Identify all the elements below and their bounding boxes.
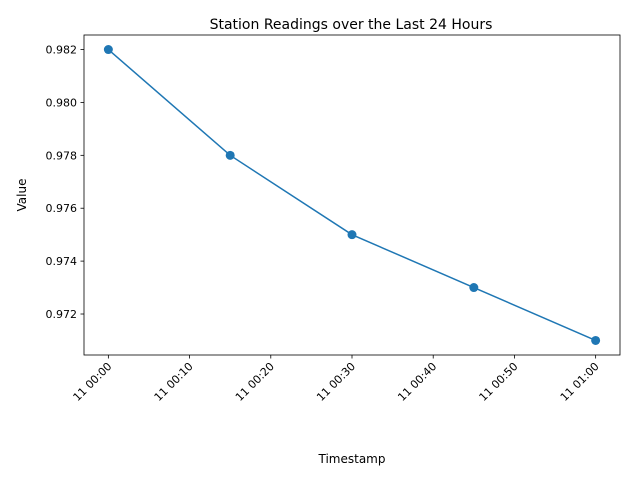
- data-point: [225, 150, 235, 160]
- x-tick-label: 11 00:30: [314, 360, 358, 404]
- series-markers: [103, 45, 601, 345]
- x-tick-label: 11 01:00: [558, 360, 602, 404]
- y-tick-label: 0.980: [46, 96, 78, 109]
- y-tick-label: 0.978: [46, 149, 78, 162]
- plot-area: [103, 45, 601, 345]
- plot-frame: [83, 34, 621, 356]
- x-tick-label: 11 00:20: [233, 360, 277, 404]
- x-tick-label: 11 00:50: [477, 360, 521, 404]
- data-point: [469, 283, 479, 293]
- y-axis-label: Value: [15, 179, 29, 212]
- series-line: [107, 48, 596, 342]
- x-axis-label: Timestamp: [318, 452, 386, 466]
- data-point: [347, 230, 357, 240]
- data-point: [103, 45, 113, 55]
- x-tick-label: 11 00:00: [71, 360, 115, 404]
- chart-title: Station Readings over the Last 24 Hours: [210, 17, 493, 33]
- y-axis-ticks: 0.972 0.974 0.976 0.978 0.980 0.982: [46, 44, 84, 321]
- y-tick-label: 0.982: [46, 44, 78, 57]
- y-tick-label: 0.974: [46, 255, 78, 268]
- data-point: [591, 335, 601, 345]
- y-tick-label: 0.972: [46, 308, 78, 321]
- x-tick-label: 11 00:10: [152, 360, 196, 404]
- x-tick-label: 11 00:40: [395, 360, 439, 404]
- x-axis-ticks: 11 00:00 11 00:10 11 00:20 11 00:30 11 00:40…: [71, 355, 602, 404]
- y-tick-label: 0.976: [46, 202, 78, 215]
